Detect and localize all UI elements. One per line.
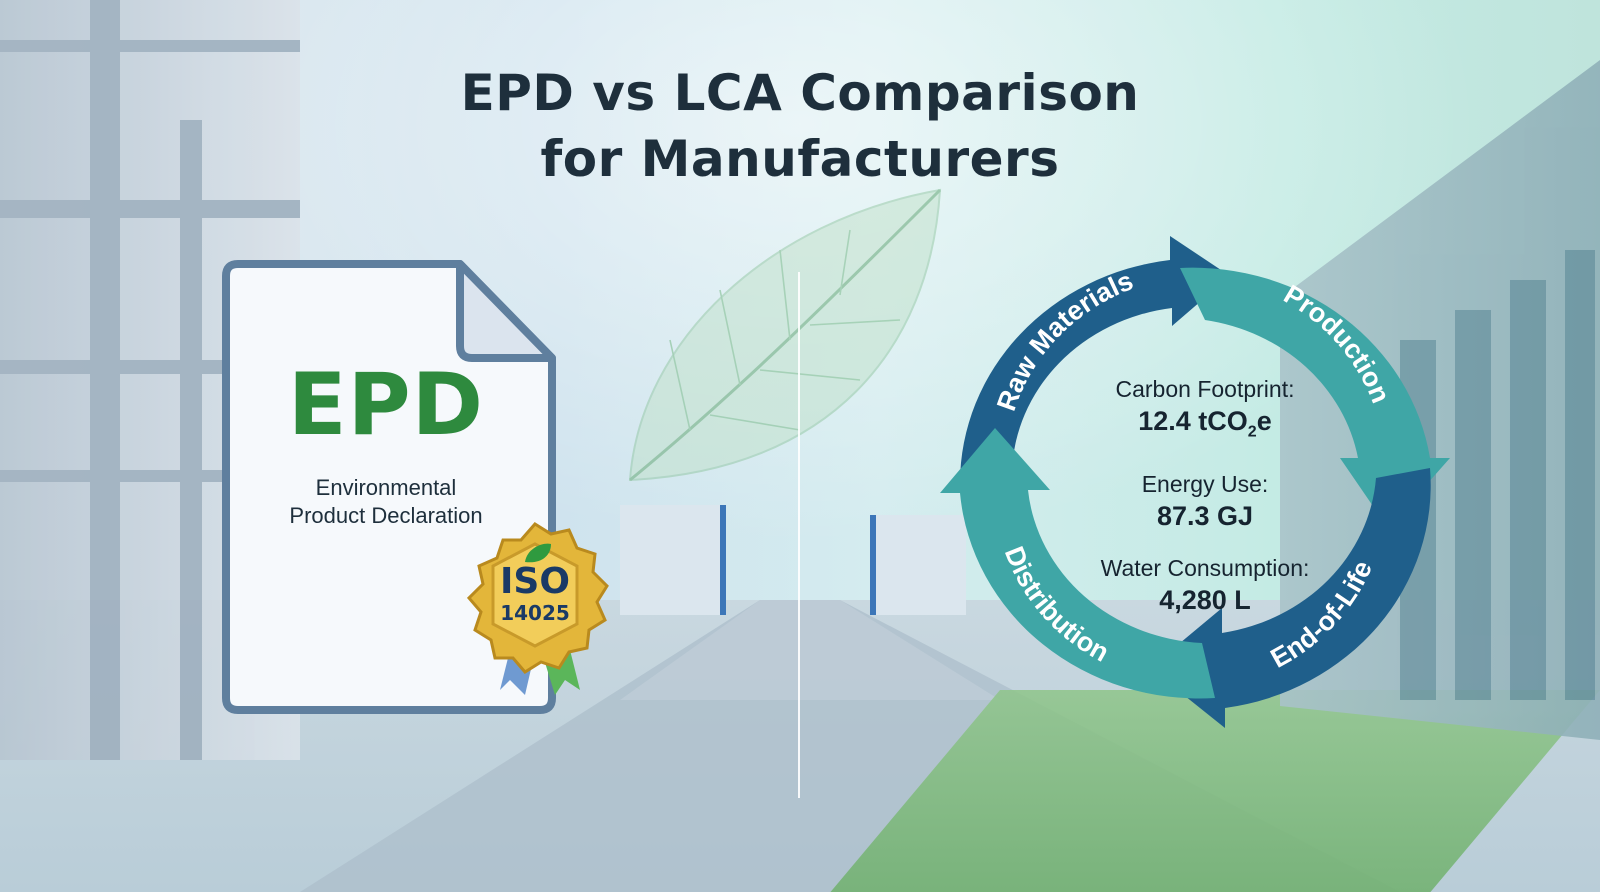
- carbon-footprint-label: Carbon Footprint:: [1115, 376, 1295, 402]
- cycle-arrow-distribution: [940, 428, 1215, 699]
- page-title: EPD vs LCA Comparison for Manufacturers: [0, 60, 1600, 192]
- epd-subtitle-line-2: Product Declaration: [289, 503, 483, 528]
- epd-full-name: Environmental Product Declaration: [236, 474, 536, 530]
- energy-use-label: Energy Use:: [1141, 471, 1269, 498]
- iso-number: 14025: [500, 601, 570, 625]
- carbon-value-prefix: 12.4 tCO: [1138, 406, 1248, 436]
- far-building-left: [620, 505, 726, 615]
- epd-subtitle-line-1: Environmental: [315, 475, 457, 500]
- divider-line: [798, 272, 800, 798]
- iso-label: ISO: [500, 561, 570, 602]
- energy-use-value: 87.3 GJ: [1156, 501, 1254, 532]
- far-building-right: [870, 515, 966, 615]
- cycle-arrow-raw-materials: [960, 236, 1230, 483]
- carbon-value-suffix: e: [1256, 406, 1272, 436]
- title-line-2: for Manufacturers: [540, 130, 1060, 188]
- lca-metrics: Carbon Footprint: 12.4 tCO2e Energy Use:…: [1060, 374, 1350, 637]
- lca-cycle-diagram: Raw Materials Production End-of-Life Dis…: [940, 236, 1450, 728]
- iso-badge: [466, 522, 609, 695]
- water-consumption-value: 4,280 L: [1159, 585, 1251, 616]
- leaf-illustration: [628, 188, 942, 482]
- carbon-value-subscript: 2: [1247, 423, 1257, 441]
- cycle-arrow-production: [1180, 267, 1450, 528]
- title-line-1: EPD vs LCA Comparison: [460, 64, 1140, 122]
- water-consumption-label: Water Consumption:: [1100, 555, 1310, 582]
- leaf-icon: [525, 543, 551, 563]
- cycle-arrow-end-of-life: [1150, 468, 1431, 728]
- iso-badge-text: ISO 14025: [470, 561, 600, 626]
- epd-acronym: EPD: [287, 355, 485, 455]
- carbon-footprint-value: 12.4 tCO2e: [1060, 404, 1350, 449]
